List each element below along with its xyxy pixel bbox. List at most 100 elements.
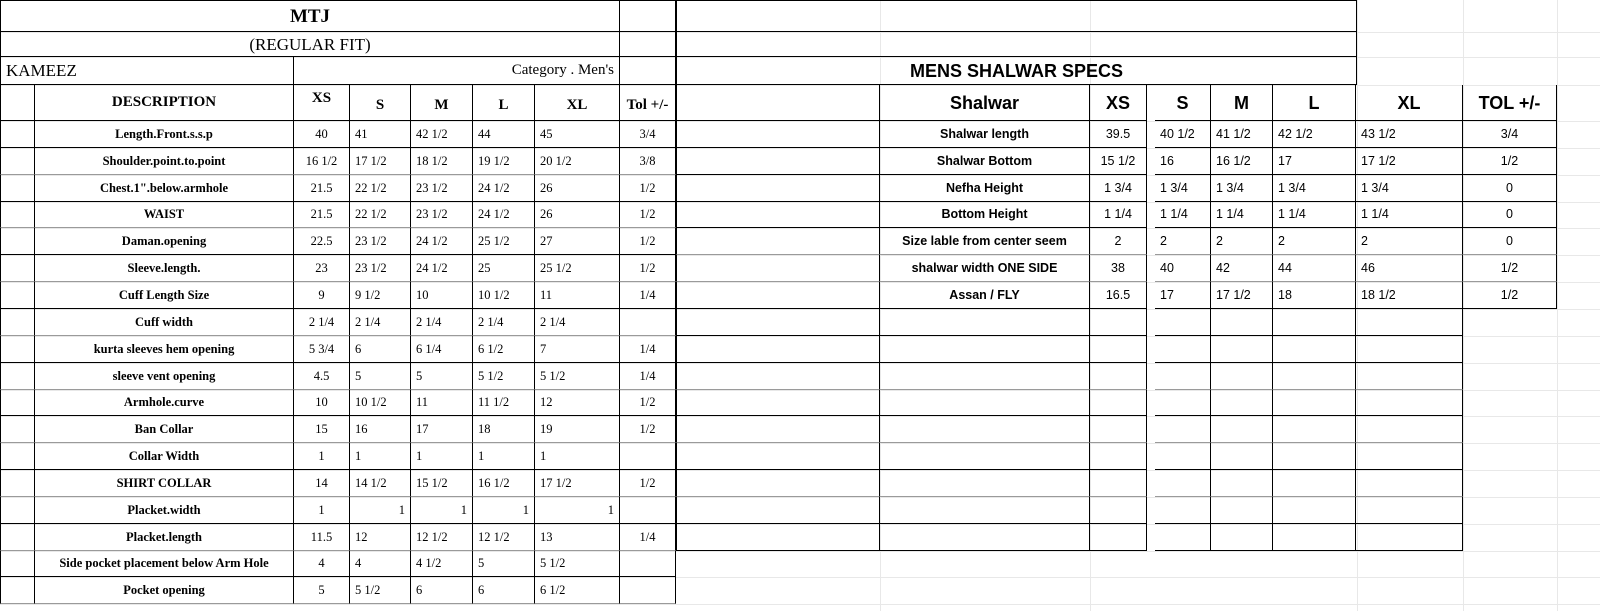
shalwar-empty-cell xyxy=(1356,309,1463,336)
kameez-cell-s: 16 xyxy=(350,416,411,443)
shalwar-row-gutter xyxy=(676,121,880,148)
shalwar-empty-cell xyxy=(1211,497,1273,524)
shalwar-cell-xl: 1 3/4 xyxy=(1356,175,1463,202)
kameez-cell-xl: 2 1/4 xyxy=(535,309,620,336)
kameez-row-gutter xyxy=(0,524,35,551)
shalwar-cell-m: 2 xyxy=(1211,228,1273,255)
shalwar-size-header-s: S xyxy=(1155,85,1211,121)
kameez-size-header-s: S xyxy=(350,85,411,121)
kameez-cell-xl: 20 1/2 xyxy=(535,148,620,175)
garment-label: KAMEEZ xyxy=(0,57,294,85)
kameez-row-gutter xyxy=(0,416,35,443)
shalwar-empty-cell xyxy=(1155,336,1211,363)
shalwar-cell-tolerance: 0 xyxy=(1463,202,1557,228)
kameez-cell-l: 18 xyxy=(473,416,535,443)
shalwar-empty-gutter xyxy=(676,416,880,443)
shalwar-cell-l: 42 1/2 xyxy=(1273,121,1356,148)
gridline xyxy=(0,336,1600,337)
shalwar-cell-tolerance: 3/4 xyxy=(1463,121,1557,148)
kameez-cell-l: 5 1/2 xyxy=(473,363,535,390)
kameez-row-gutter xyxy=(0,470,35,497)
kameez-cell-l: 25 1/2 xyxy=(473,228,535,255)
shalwar-empty-cell xyxy=(880,390,1090,416)
gridline xyxy=(0,524,1600,525)
gridline xyxy=(0,282,1600,283)
shalwar-empty-cell xyxy=(1356,524,1463,551)
kameez-cell-s: 22 1/2 xyxy=(350,202,411,228)
kameez-tolerance-header: Tol +/- xyxy=(620,85,676,121)
shalwar-top-spacer-2 xyxy=(676,32,1357,57)
kameez-cell-xl: 45 xyxy=(535,121,620,148)
kameez-cell-m: 18 1/2 xyxy=(411,148,473,175)
shalwar-empty-cell xyxy=(1273,309,1356,336)
shalwar-row-description: Size lable from center seem xyxy=(880,228,1090,255)
shalwar-size-header-m: M xyxy=(1211,85,1273,121)
kameez-row-description: Sleeve.length. xyxy=(35,255,294,282)
shalwar-empty-gutter xyxy=(676,524,880,551)
kameez-cell-s: 14 1/2 xyxy=(350,470,411,497)
shalwar-cell-xs: 2 xyxy=(1090,228,1147,255)
shalwar-empty-cell xyxy=(880,363,1090,390)
kameez-cell-xs: 22.5 xyxy=(294,228,350,255)
gridline xyxy=(0,497,1600,498)
kameez-cell-xl: 26 xyxy=(535,175,620,202)
kameez-cell-tolerance xyxy=(620,309,676,336)
shalwar-cell-l: 2 xyxy=(1273,228,1356,255)
kameez-row-gutter xyxy=(0,551,35,577)
shalwar-description-header: Shalwar xyxy=(880,85,1090,121)
kameez-row-gutter xyxy=(0,148,35,175)
shalwar-cell-m: 17 1/2 xyxy=(1211,282,1273,309)
shalwar-cell-l: 1 3/4 xyxy=(1273,175,1356,202)
shalwar-empty-cell xyxy=(1211,309,1273,336)
kameez-cell-xl: 5 1/2 xyxy=(535,363,620,390)
kameez-cell-l: 1 xyxy=(473,443,535,470)
kameez-description-header: DESCRIPTION xyxy=(35,85,294,121)
kameez-cell-m: 12 1/2 xyxy=(411,524,473,551)
gridline xyxy=(0,551,1600,552)
kameez-cell-s: 6 xyxy=(350,336,411,363)
kameez-row-description: SHIRT COLLAR xyxy=(35,470,294,497)
kameez-row-description: Daman.opening xyxy=(35,228,294,255)
kameez-row-description: Side pocket placement below Arm Hole xyxy=(35,551,294,577)
gridline xyxy=(880,0,881,611)
shalwar-cell-s: 2 xyxy=(1155,228,1211,255)
kameez-cell-l: 25 xyxy=(473,255,535,282)
kameez-cell-s: 2 1/4 xyxy=(350,309,411,336)
kameez-row-description: Pocket opening xyxy=(35,577,294,604)
kameez-row-gutter xyxy=(0,363,35,390)
shalwar-empty-gutter xyxy=(676,470,880,497)
shalwar-row-gutter xyxy=(676,148,880,175)
kameez-row-gutter xyxy=(0,282,35,309)
kameez-row-description: Ban Collar xyxy=(35,416,294,443)
shalwar-empty-cell xyxy=(1273,524,1356,551)
shalwar-cell-tolerance: 1/2 xyxy=(1463,282,1557,309)
kameez-row-description: WAIST xyxy=(35,202,294,228)
kameez-cell-tolerance: 1/2 xyxy=(620,470,676,497)
kameez-cell-m: 17 xyxy=(411,416,473,443)
shalwar-empty-cell xyxy=(1090,524,1147,551)
kameez-cell-xs: 9 xyxy=(294,282,350,309)
kameez-cell-l: 24 1/2 xyxy=(473,202,535,228)
shalwar-empty-cell xyxy=(1211,336,1273,363)
kameez-cell-l: 19 1/2 xyxy=(473,148,535,175)
shalwar-empty-cell xyxy=(1211,524,1273,551)
shalwar-cell-xs: 15 1/2 xyxy=(1090,148,1147,175)
gridline xyxy=(0,57,1600,58)
kameez-row-description: Placket.length xyxy=(35,524,294,551)
kameez-cell-l: 6 xyxy=(473,577,535,604)
kameez-cell-tolerance: 1/4 xyxy=(620,282,676,309)
shalwar-empty-cell xyxy=(1090,443,1147,470)
kameez-cell-tolerance xyxy=(620,551,676,577)
kameez-cell-xl: 1 xyxy=(535,443,620,470)
kameez-row-description: Placket.width xyxy=(35,497,294,524)
shalwar-empty-cell xyxy=(1090,470,1147,497)
shalwar-size-header-xl: XL xyxy=(1356,85,1463,121)
shalwar-cell-s: 40 1/2 xyxy=(1155,121,1211,148)
kameez-cell-xs: 1 xyxy=(294,497,350,524)
kameez-row-gutter xyxy=(0,202,35,228)
kameez-cell-tolerance: 1/2 xyxy=(620,175,676,202)
shalwar-cell-xs: 38 xyxy=(1090,255,1147,282)
kameez-row-gutter xyxy=(0,309,35,336)
kameez-cell-m: 10 xyxy=(411,282,473,309)
gridline xyxy=(0,121,1600,122)
